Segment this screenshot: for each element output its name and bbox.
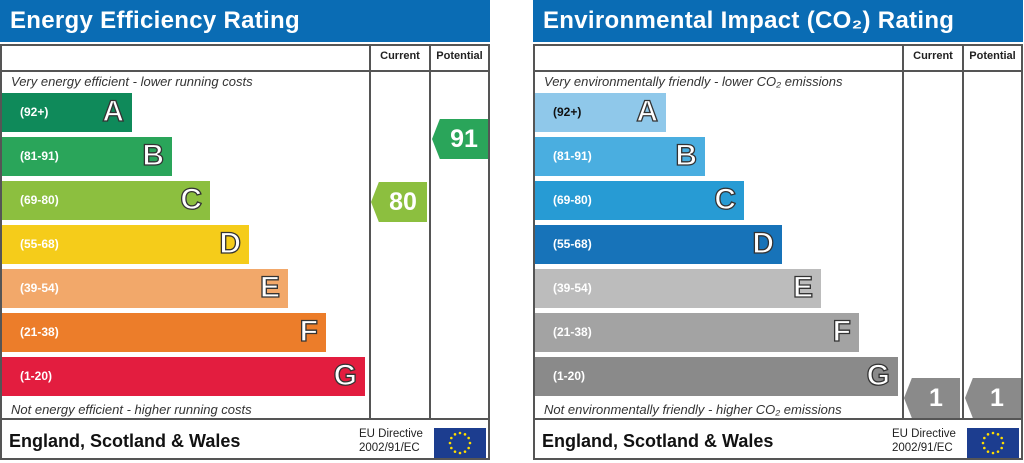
band-letter: G [333,358,358,392]
band-range: (81-91) [20,149,59,163]
band-letter: C [714,182,737,216]
divider [369,46,371,420]
chart-title: Environmental Impact (CO₂) Rating [533,0,1023,42]
top-caption: Very environmentally friendly - lower CO… [544,74,843,89]
band-d: (55-68) D [2,225,249,264]
band-range: (92+) [20,105,49,119]
bottom-caption: Not environmentally friendly - higher CO… [544,402,842,417]
band-range: (1-20) [553,369,586,383]
band-e: (39-54) E [2,269,288,308]
divider [535,70,1021,72]
band-range: (92+) [553,105,582,119]
band-letter: F [832,314,852,348]
current-rating-arrow: 1 [904,378,960,418]
band-letter: E [792,270,813,304]
current-rating-arrow: 80 [371,182,427,222]
region-label: England, Scotland & Wales [542,431,774,451]
band-range: (39-54) [20,281,59,295]
potential-rating-arrow: 91 [432,119,488,159]
band-letter: C [180,182,203,216]
band-letter: D [752,226,775,260]
band-letter: A [636,94,659,128]
top-caption: Very energy efficient - lower running co… [11,74,253,89]
eu-flag-icon [434,428,486,458]
band-f: (21-38) F [2,313,326,352]
environmental-impact-panel: Environmental Impact (CO₂) Rating Curren… [533,0,1023,460]
band-letter: B [675,138,698,172]
column-header-potential: Potential [969,50,1016,62]
band-a: (92+) A [2,93,132,132]
divider [535,418,1021,420]
band-range: (81-91) [553,149,592,163]
region-label: England, Scotland & Wales [9,431,241,451]
column-header-current: Current [380,50,420,62]
band-letter: A [102,94,125,128]
band-range: (55-68) [20,237,59,251]
band-range: (39-54) [553,281,592,295]
eu-directive: EU Directive 2002/91/EC [892,427,956,455]
band-letter: B [142,138,165,172]
band-range: (69-80) [20,193,59,207]
band-g: (1-20) G [535,357,898,396]
column-header-current: Current [913,50,953,62]
divider [2,418,488,420]
eu-flag-icon [967,428,1019,458]
band-range: (21-38) [553,325,592,339]
energy-efficiency-panel: Energy Efficiency Rating Current Potenti… [0,0,490,460]
rating-table: Current Potential Very environmentally f… [533,44,1023,460]
band-d: (55-68) D [535,225,782,264]
directive-line: 2002/91/EC [359,442,420,454]
directive-line: EU Directive [892,428,956,440]
column-header-potential: Potential [436,50,483,62]
band-range: (69-80) [553,193,592,207]
bottom-caption: Not energy efficient - higher running co… [11,402,252,417]
band-letter: G [866,358,891,392]
directive-line: EU Directive [359,428,423,440]
divider [429,46,431,420]
band-a: (92+) A [535,93,666,132]
band-range: (1-20) [20,369,53,383]
directive-line: 2002/91/EC [892,442,953,454]
band-c: (69-80) C [535,181,744,220]
band-c: (69-80) C [2,181,210,220]
rating-table: Current Potential Very energy efficient … [0,44,490,460]
chart-title: Energy Efficiency Rating [0,0,490,42]
band-letter: F [299,314,319,348]
band-letter: E [259,270,280,304]
band-range: (55-68) [553,237,592,251]
band-range: (21-38) [20,325,59,339]
band-letter: D [219,226,242,260]
divider [2,70,488,72]
eu-directive: EU Directive 2002/91/EC [359,427,423,455]
band-b: (81-91) B [2,137,172,176]
band-f: (21-38) F [535,313,859,352]
band-g: (1-20) G [2,357,365,396]
divider [962,46,964,420]
divider [902,46,904,420]
band-b: (81-91) B [535,137,705,176]
band-e: (39-54) E [535,269,821,308]
potential-rating-arrow: 1 [965,378,1021,418]
